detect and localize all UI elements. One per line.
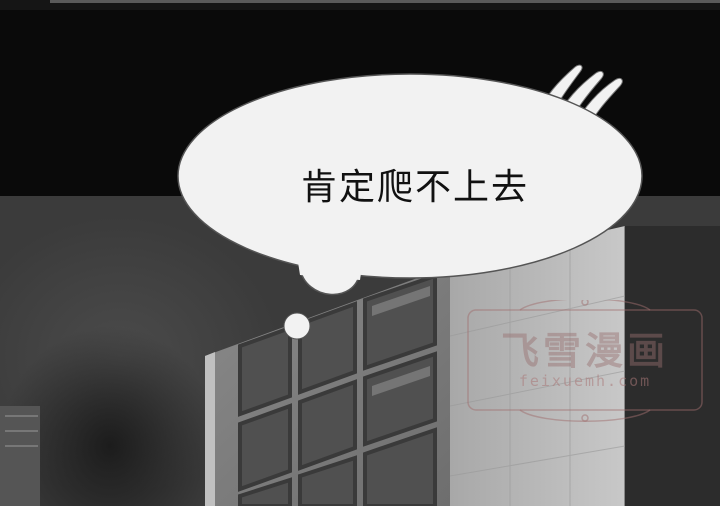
street-scene xyxy=(0,196,720,506)
speech-text: 肯定爬不上去 xyxy=(300,167,529,208)
previous-panel-edge xyxy=(0,0,720,10)
building-illustration xyxy=(0,196,720,506)
